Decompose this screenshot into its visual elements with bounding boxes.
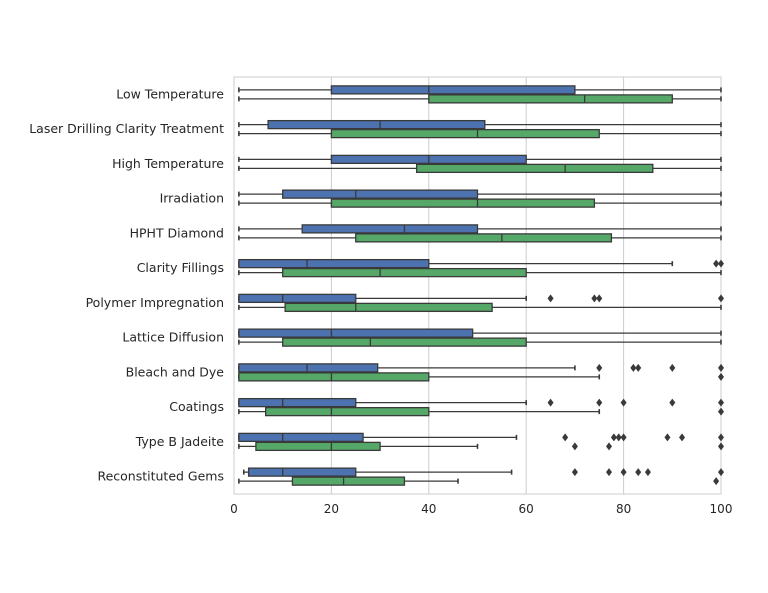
flier-point	[571, 442, 578, 451]
flier-point	[635, 468, 642, 477]
flier-point	[679, 433, 686, 442]
x-tick-label: 20	[324, 502, 339, 516]
box-series-2	[428, 94, 673, 104]
flier-point	[718, 259, 724, 268]
flier-point	[591, 294, 598, 303]
flier-point	[644, 468, 651, 477]
box-series-2	[415, 163, 654, 174]
box-series-2	[282, 337, 527, 347]
box-series-2	[238, 372, 430, 382]
x-tick-label: 0	[230, 502, 238, 516]
plot-area	[234, 77, 721, 494]
y-category-label: HPHT Diamond	[130, 225, 224, 240]
box-series-1	[238, 293, 357, 304]
y-category-label: Type B Jadeite	[135, 434, 225, 449]
box-series-1	[267, 119, 486, 130]
flier-point	[713, 259, 720, 268]
y-category-label: Laser Drilling Clarity Treatment	[29, 121, 224, 136]
flier-point	[718, 372, 724, 381]
x-tick-label: 80	[616, 502, 631, 516]
flier-point	[718, 294, 724, 303]
x-tick-label: 100	[710, 502, 733, 516]
box-series-2	[355, 233, 613, 243]
flier-point	[630, 363, 637, 372]
flier-point	[669, 398, 676, 407]
y-category-label: Reconstituted Gems	[97, 469, 224, 484]
plot-frame	[233, 76, 722, 495]
box-series-1	[238, 397, 357, 408]
flier-point	[596, 294, 603, 303]
y-category-label: Lattice Diffusion	[122, 330, 224, 345]
flier-point	[718, 442, 724, 451]
flier-point	[620, 433, 627, 442]
flier-point	[664, 433, 671, 442]
flier-point	[615, 433, 622, 442]
flier-point	[596, 363, 603, 372]
flier-point	[669, 363, 676, 372]
box-series-2	[330, 198, 596, 208]
box-series-2	[291, 476, 406, 486]
flier-point	[571, 468, 578, 477]
flier-point	[620, 468, 627, 477]
y-category-label: Polymer Impregnation	[86, 295, 224, 310]
flier-point	[718, 407, 724, 416]
flier-point	[605, 442, 612, 451]
flier-point	[596, 398, 603, 407]
flier-point	[718, 468, 724, 477]
y-category-label: Irradiation	[160, 191, 224, 206]
flier-point	[718, 433, 724, 442]
flier-point	[718, 363, 724, 372]
box-series-1	[238, 258, 430, 269]
flier-point	[610, 433, 617, 442]
box-series-2	[282, 267, 527, 278]
box-series-1	[330, 85, 576, 95]
box-series-1	[247, 467, 357, 477]
y-category-label: Clarity Fillings	[137, 260, 224, 275]
box-series-1	[282, 189, 479, 199]
flier-point	[718, 398, 724, 407]
box-series-1	[238, 432, 364, 443]
box-series-1	[238, 328, 474, 338]
flier-point	[605, 468, 612, 477]
flier-point	[713, 477, 720, 486]
box-series-1	[238, 363, 379, 373]
y-category-label: High Temperature	[112, 156, 224, 171]
flier-point	[620, 398, 627, 407]
box-series-2	[284, 302, 493, 313]
box-series-2	[330, 128, 600, 139]
y-category-label: Coatings	[169, 399, 224, 414]
flier-point	[547, 294, 554, 303]
x-tick-label: 60	[519, 502, 534, 516]
x-tick-label: 40	[421, 502, 436, 516]
flier-point	[547, 398, 554, 407]
box-series-2	[265, 406, 430, 417]
flier-point	[635, 363, 642, 372]
box-series-1	[301, 224, 479, 234]
flier-point	[562, 433, 569, 442]
box-series-2	[255, 441, 381, 452]
y-category-label: Low Temperature	[116, 86, 224, 101]
y-category-label: Bleach and Dye	[126, 364, 225, 379]
